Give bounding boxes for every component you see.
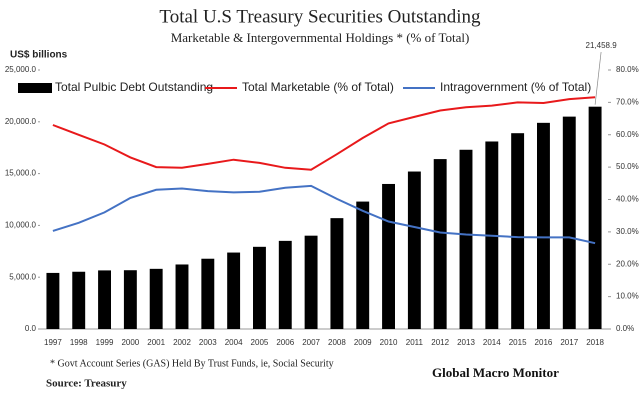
x-tick-label: 2000	[121, 338, 139, 347]
watermark: Global Macro Monitor	[432, 365, 559, 380]
y2-tick-label: 70.0%	[616, 97, 639, 106]
bar	[253, 246, 266, 329]
line	[52, 184, 596, 245]
footnote: * Govt Account Series (GAS) Held By Trus…	[50, 358, 334, 369]
bar	[382, 183, 395, 329]
legend-label: Total Pulbic Debt Outstanding	[55, 80, 213, 94]
y2-tick-label: 10.0%	[616, 292, 639, 301]
y2-tick-label: 20.0%	[616, 259, 639, 268]
bar	[123, 270, 137, 329]
y2-tick-label: 50.0%	[616, 162, 639, 171]
x-tick-label: 2018	[586, 338, 604, 347]
legend-label: Intragovernment (% of Total)	[440, 80, 591, 94]
chart-subtitle: Marketable & Intergovernmental Holdings …	[171, 30, 470, 45]
y-axis-label: US$ billions	[10, 50, 68, 61]
y2-tick-label: 40.0%	[616, 195, 639, 204]
bar	[46, 272, 60, 329]
y2-tick-label: 60.0%	[616, 130, 639, 139]
x-tick-label: 2010	[380, 338, 398, 347]
y-tick-label: 0.0	[25, 324, 37, 333]
value-label: 21,458.9	[586, 41, 618, 50]
bar	[537, 122, 550, 329]
x-tick-label: 1997	[44, 338, 62, 347]
x-tick-label: 1998	[70, 338, 88, 347]
x-tick-label: 2016	[535, 338, 553, 347]
y-tick-label: 5,000.0	[9, 272, 36, 281]
y2-tick-label: 80.0%	[616, 65, 639, 74]
x-tick-label: 2013	[457, 338, 475, 347]
y2-tick-label: 0.0%	[616, 324, 634, 333]
x-tick-label: 2015	[509, 338, 527, 347]
x-tick-label: 2014	[483, 338, 501, 347]
x-tick-label: 2009	[354, 338, 372, 347]
bar	[201, 258, 215, 329]
bar	[72, 271, 86, 329]
legend-label: Total Marketable (% of Total)	[242, 80, 394, 94]
x-tick-label: 2011	[406, 338, 424, 347]
y-tick-label: 20,000.0	[5, 117, 37, 126]
line	[52, 96, 596, 171]
y2-tick-label: 30.0%	[616, 227, 639, 236]
bar	[278, 240, 292, 329]
y-tick-label: 10,000.0	[5, 221, 37, 230]
bar	[149, 268, 163, 329]
chart-title: Total U.S Treasury Securities Outstandin…	[159, 6, 481, 27]
bar	[433, 159, 447, 329]
x-tick-label: 2005	[251, 338, 269, 347]
x-tick-label: 2001	[147, 338, 165, 347]
x-tick-label: 2004	[225, 338, 243, 347]
label-leader	[594, 51, 602, 105]
y-tick-label: 25,000.0	[5, 65, 37, 74]
y-tick-label: 15,000.0	[5, 169, 37, 178]
x-tick-label: 2002	[173, 338, 191, 347]
bar	[407, 171, 421, 329]
bar	[459, 149, 473, 329]
bar	[511, 133, 525, 329]
bar	[98, 270, 111, 329]
bar	[175, 264, 189, 329]
bar	[562, 116, 576, 330]
legend-swatch	[18, 83, 52, 93]
bar	[588, 106, 602, 330]
x-tick-label: 2006	[276, 338, 294, 347]
bar	[356, 201, 370, 329]
x-tick-label: 2007	[302, 338, 320, 347]
x-tick-label: 2012	[431, 338, 449, 347]
x-tick-label: 1999	[96, 338, 114, 347]
bar	[330, 218, 344, 329]
x-tick-label: 2003	[199, 338, 217, 347]
bar	[227, 252, 241, 329]
bar	[304, 235, 318, 329]
source: Source: Treasury	[46, 378, 127, 390]
x-tick-label: 2017	[560, 338, 578, 347]
x-tick-label: 2008	[328, 338, 346, 347]
